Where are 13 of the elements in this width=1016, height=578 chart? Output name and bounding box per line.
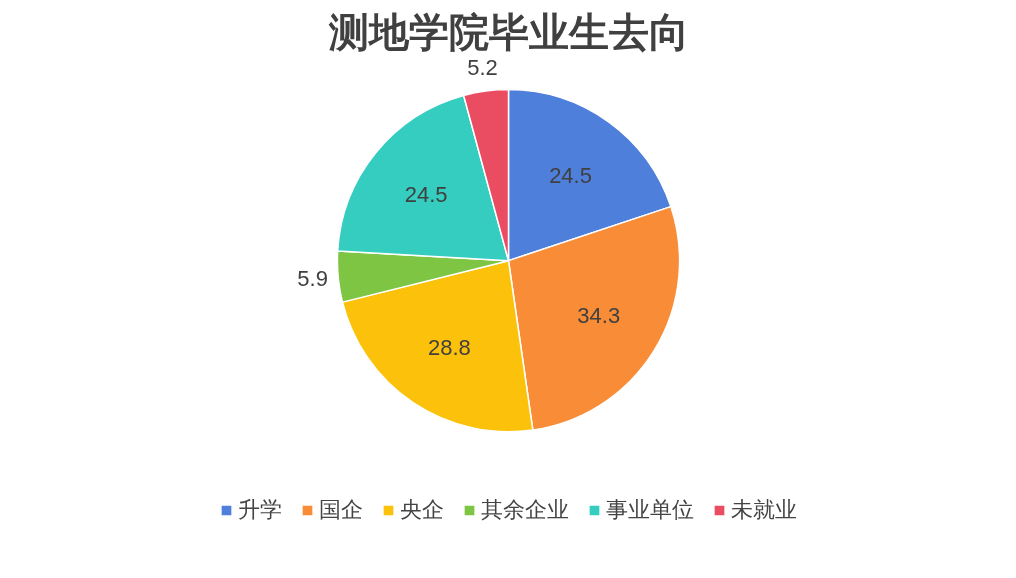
data-label: 5.9 [297, 266, 328, 292]
legend-label: 未就业 [731, 496, 797, 524]
legend-label: 其余企业 [481, 496, 569, 524]
legend-label: 事业单位 [606, 496, 694, 524]
legend-label: 升学 [238, 496, 282, 524]
data-label: 34.3 [577, 303, 621, 329]
chart-title: 测地学院毕业生去向 [327, 7, 689, 55]
data-label: 28.8 [427, 335, 471, 361]
data-label: 5.2 [467, 55, 498, 81]
legend-label: 国企 [319, 496, 363, 524]
data-label: 24.5 [549, 163, 592, 189]
legend-label: 央企 [400, 496, 444, 524]
data-label: 24.5 [404, 182, 448, 208]
